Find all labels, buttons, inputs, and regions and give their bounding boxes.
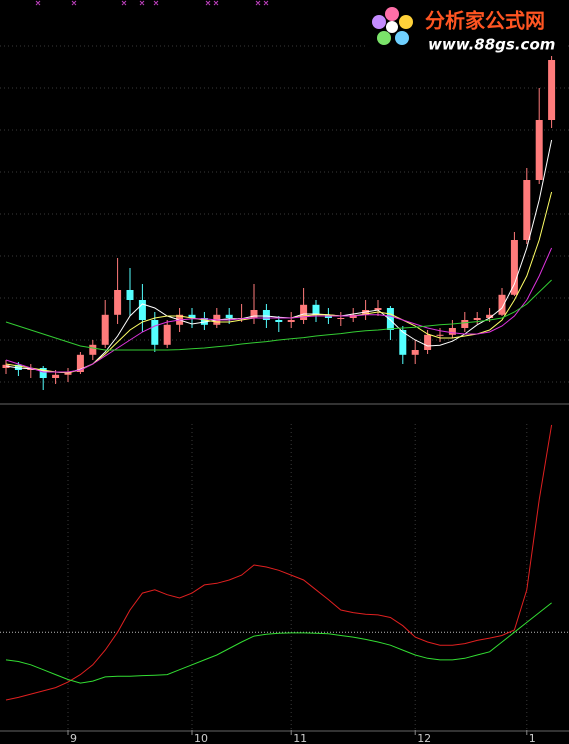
candle-body [89,344,97,355]
candle-body [548,60,556,120]
candle-body [287,320,295,322]
watermark-bg [368,0,568,56]
indicator-line [5,602,552,684]
flower-center [386,21,398,33]
indicator-line [5,279,552,351]
candle-body [188,314,196,318]
petal [399,15,413,29]
candle-body [312,304,320,315]
candle-body [498,294,506,315]
candle-body [138,300,146,320]
candle-body [411,350,419,355]
indicator-line [5,247,553,373]
x-tick-label: 11 [293,732,307,744]
petal [372,15,386,29]
plot-area: 9 10 11 12 1 [0,20,569,744]
candle-body [300,304,308,320]
candle-body [250,310,258,318]
x-tick-label: 9 [70,732,77,744]
candle-body [14,364,22,370]
candle-body [225,314,233,318]
watermark-url: www.88gs.com [428,36,555,54]
candle-body [337,318,345,319]
x-tick-label: 12 [417,732,431,744]
indicator-line [5,424,553,701]
candle-body [523,180,531,240]
candle-body [52,374,60,378]
candle-body [262,310,270,320]
x-tick-label: 1 [529,732,536,744]
candle-body [200,318,208,325]
candle-body [473,318,481,320]
watermark-title: 分析家公式网 [425,9,545,33]
candle-body [275,320,283,322]
candle-body [374,308,382,310]
candle-body [436,334,444,336]
candle-body [39,368,47,378]
candle-body [76,354,84,372]
candle-body [486,314,494,318]
candle-body [101,314,109,345]
candle-body [386,308,394,330]
candle-body [151,320,159,345]
x-tick-label: 10 [194,732,208,744]
candle-body [163,324,171,345]
petal [395,31,409,45]
candle-body [114,290,122,315]
candle-body [424,334,432,350]
petal [377,31,391,45]
candle-body [535,120,543,180]
candle-body [64,372,72,375]
candle-body [510,240,518,295]
candle-body [399,330,407,355]
candle-body [448,328,456,335]
petal [385,7,399,21]
signal-markers [35,0,269,6]
candle-body [126,290,134,300]
candle-body [461,320,469,328]
watermark: 分析家公式网 www.88gs.com [368,0,568,56]
